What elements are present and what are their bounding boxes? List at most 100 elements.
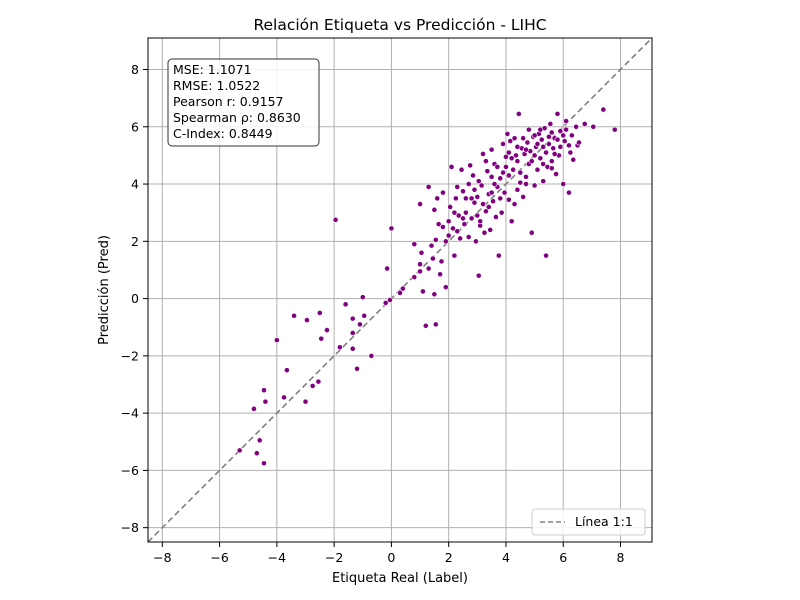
data-point [501, 189, 508, 196]
data-point [546, 133, 552, 140]
data-point [517, 169, 524, 176]
data-point [557, 143, 564, 150]
chart-title: Relación Etiqueta vs Predicción - LIHC [253, 16, 546, 34]
y-tick-label: −4 [121, 406, 139, 421]
data-point [431, 291, 438, 298]
data-point [523, 181, 529, 187]
data-point [500, 141, 506, 147]
data-point [568, 132, 575, 139]
y-tick-label: −8 [121, 520, 139, 535]
data-point [324, 327, 330, 333]
x-tick-label: 8 [617, 550, 625, 565]
data-point [481, 229, 488, 236]
y-tick-label: −2 [121, 348, 139, 363]
data-point [514, 143, 521, 150]
data-point [540, 161, 547, 167]
x-tick-label: −2 [325, 550, 343, 565]
data-point [349, 345, 356, 352]
data-point [468, 195, 475, 202]
data-point [523, 173, 529, 180]
data-point [478, 182, 485, 189]
data-point [514, 186, 521, 193]
data-point [430, 255, 436, 262]
data-point [457, 235, 464, 242]
data-point [236, 447, 243, 454]
data-point [467, 162, 474, 169]
data-point [435, 221, 442, 228]
data-point [461, 221, 468, 228]
data-point [508, 155, 515, 162]
data-point [566, 142, 572, 149]
data-point [483, 208, 489, 215]
data-point [428, 242, 435, 249]
x-tick-label: 0 [387, 550, 395, 565]
data-point [570, 156, 577, 163]
data-point [283, 367, 290, 374]
data-point [537, 155, 544, 162]
data-point [382, 299, 389, 306]
data-point [462, 195, 469, 202]
data-point [460, 215, 466, 222]
y-axis-label: Predicción (Pred) [97, 235, 112, 345]
data-point [514, 158, 521, 165]
y-tick-label: 4 [131, 177, 139, 192]
data-point [503, 153, 509, 160]
data-point [505, 149, 512, 156]
data-point [498, 209, 505, 216]
y-tick-label: −6 [121, 463, 139, 478]
data-point [511, 201, 518, 207]
data-point [553, 171, 559, 177]
data-point [332, 216, 339, 223]
data-point [475, 272, 482, 279]
data-point [477, 218, 484, 225]
data-point [534, 141, 541, 147]
data-point [468, 215, 475, 222]
data-point [531, 152, 538, 159]
data-point [517, 179, 524, 186]
data-point [548, 129, 555, 136]
data-point [531, 182, 538, 189]
data-point [540, 178, 547, 185]
data-point [291, 312, 297, 319]
data-point [563, 126, 569, 133]
data-point [471, 186, 478, 193]
data-point [471, 199, 478, 206]
data-point [411, 274, 418, 281]
data-point [359, 294, 366, 301]
y-tick-label: 0 [131, 291, 139, 306]
data-point [523, 146, 529, 153]
data-point [561, 138, 568, 144]
data-point [497, 175, 504, 182]
data-point [507, 138, 514, 144]
x-tick-label: −4 [268, 550, 286, 565]
data-point [494, 163, 501, 170]
data-point [531, 132, 538, 139]
data-point [316, 310, 323, 316]
data-point [567, 149, 574, 156]
stat-mse: MSE: 1.1071 [173, 62, 252, 77]
data-point [431, 206, 438, 213]
x-tick-label: −8 [153, 550, 171, 565]
data-point [480, 201, 486, 207]
data-point [417, 201, 423, 207]
data-point [550, 145, 557, 152]
stat-cindex: C-Index: 0.8449 [173, 126, 273, 141]
data-point [495, 252, 502, 259]
data-point [548, 165, 555, 172]
data-point [560, 181, 567, 187]
data-point [590, 123, 597, 130]
data-point [511, 135, 518, 142]
data-point [450, 225, 456, 232]
data-point [349, 315, 356, 322]
data-point [543, 252, 549, 259]
data-point [354, 365, 360, 372]
data-point [538, 136, 545, 143]
data-point [460, 188, 466, 195]
data-point [437, 271, 443, 278]
data-point [475, 178, 482, 185]
data-point [488, 146, 495, 153]
data-point [342, 301, 349, 308]
plot-frame [147, 37, 653, 543]
data-point [425, 184, 432, 190]
